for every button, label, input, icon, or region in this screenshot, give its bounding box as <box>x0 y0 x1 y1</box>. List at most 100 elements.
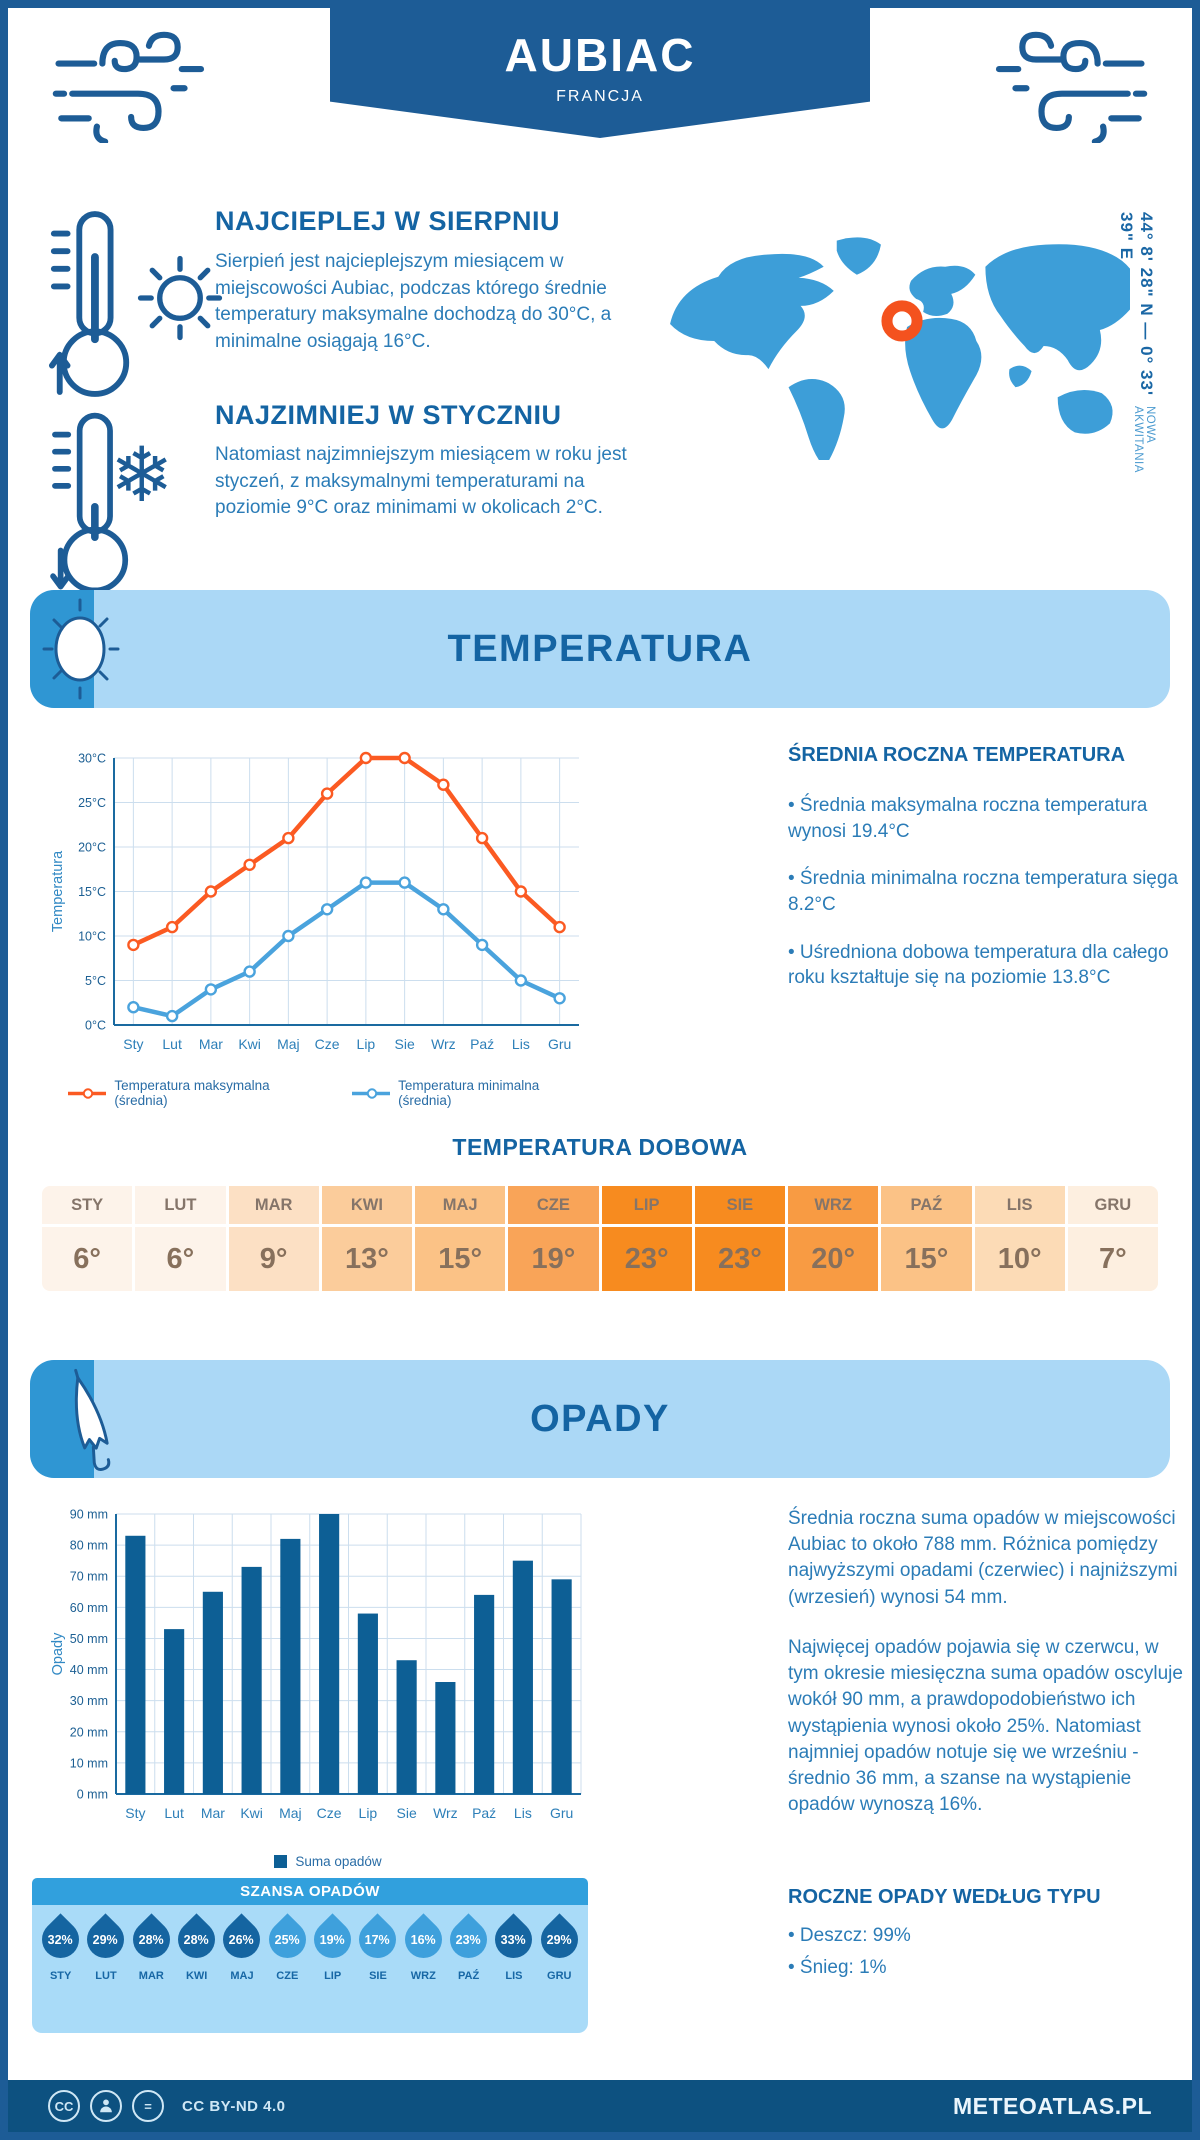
svg-text:Cze: Cze <box>317 1805 342 1821</box>
daily-temp-column: LIP 23° <box>601 1186 692 1291</box>
daily-temp-month: LIP <box>601 1186 692 1224</box>
rain-chance-month: LIP <box>324 1970 342 1982</box>
rain-chance-month: MAR <box>138 1970 164 1982</box>
raindrop-icon: 33% <box>487 1913 541 1966</box>
svg-text:Sie: Sie <box>397 1805 417 1821</box>
svg-text:Temperatura: Temperatura <box>50 850 66 932</box>
license-group: CC = CC BY-ND 4.0 <box>48 2090 286 2122</box>
rain-chance-value: 29% <box>93 1932 119 1947</box>
svg-text:Maj: Maj <box>277 1036 300 1052</box>
rain-chance-value: 28% <box>184 1932 210 1947</box>
svg-text:Lut: Lut <box>164 1805 184 1821</box>
rain-chance-value: 26% <box>229 1932 255 1947</box>
footer-bar: CC = CC BY-ND 4.0 METEOATLAS.PL <box>8 2080 1192 2132</box>
precipitation-section-title: OPADY <box>530 1397 670 1440</box>
svg-text:Opady: Opady <box>50 1632 66 1675</box>
precipitation-type-heading: ROCZNE OPADY WEDŁUG TYPU <box>788 1886 1101 1908</box>
precipitation-section-banner: OPADY <box>30 1360 1170 1478</box>
svg-text:Paź: Paź <box>472 1805 496 1821</box>
daily-temp-month: STY <box>42 1186 133 1224</box>
raindrop-icon: 32% <box>34 1913 87 1966</box>
daily-temp-value: 23° <box>694 1227 785 1291</box>
temperature-line-chart: 0°C 5°C 10°C 15°C 20°C 25°C 30°C Sty Lut Mar Kwi Ma… <box>48 738 593 1078</box>
raindrop-icon: 29% <box>79 1913 133 1966</box>
svg-text:80 mm: 80 mm <box>70 1539 108 1553</box>
rain-chance-value: 19% <box>320 1932 346 1947</box>
svg-text:50 mm: 50 mm <box>70 1632 108 1646</box>
daily-temp-column: PAŹ 15° <box>881 1186 972 1291</box>
wind-icon-left <box>52 31 205 143</box>
rain-chance-value: 17% <box>365 1932 391 1947</box>
annual-temperature-heading: ŚREDNIA ROCZNA TEMPERATURA <box>788 744 1126 766</box>
no-derivatives-icon: = <box>132 2090 164 2122</box>
svg-text:Gru: Gru <box>550 1805 573 1821</box>
coldest-text: Natomiast najzimniejszym miesiącem w rok… <box>215 444 627 519</box>
cc-icon: CC <box>48 2090 80 2122</box>
rain-chance-cell: 26% MAJ <box>215 1905 269 2033</box>
svg-text:Kwi: Kwi <box>238 1036 261 1052</box>
raindrop-icon: 23% <box>442 1913 495 1966</box>
daily-temp-column: STY 6° <box>42 1186 133 1291</box>
legend-item: Temperatura minimalna (średnia) <box>351 1078 588 1108</box>
license-label: CC BY-ND 4.0 <box>182 2097 286 2115</box>
rain-chance-cell: 23% PAŹ <box>442 1905 495 2033</box>
precipitation-chart-legend: Suma opadów <box>68 1854 588 1869</box>
svg-text:Sty: Sty <box>123 1036 143 1052</box>
page-title: AUBIAC <box>504 29 696 81</box>
svg-text:Maj: Maj <box>279 1805 302 1821</box>
header-banner: AUBIAC FRANCJA <box>330 8 870 138</box>
daily-temp-column: KWI 13° <box>321 1186 412 1291</box>
sun-banner-icon <box>42 598 120 700</box>
rain-chance-cell: 33% LIS <box>487 1905 541 2033</box>
legend-label: Temperatura maksymalna (średnia) <box>114 1078 270 1108</box>
daily-temp-month: CZE <box>508 1186 599 1224</box>
precipitation-type-rain: • Deszcz: 99% <box>788 1925 911 1946</box>
svg-text:Sty: Sty <box>125 1805 145 1821</box>
rain-chance-cell: 16% WRZ <box>397 1905 450 2033</box>
warmest-text: Sierpień jest najcieplejszym miesiącem w… <box>215 251 612 352</box>
svg-text:Lis: Lis <box>512 1036 530 1052</box>
rain-chance-value: 33% <box>501 1932 527 1947</box>
svg-text:30 mm: 30 mm <box>70 1694 108 1708</box>
daily-temp-value: 6° <box>42 1227 133 1291</box>
raindrop-icon: 16% <box>397 1913 450 1966</box>
rain-chance-month: LIS <box>505 1970 523 1982</box>
rain-chance-value: 32% <box>48 1932 74 1947</box>
rain-chance-month: STY <box>49 1970 72 1982</box>
rain-chance-value: 29% <box>546 1932 572 1947</box>
svg-text:10°C: 10°C <box>78 930 106 944</box>
svg-text:Sie: Sie <box>395 1036 415 1052</box>
daily-temp-value: 15° <box>415 1227 506 1291</box>
region-text: NOWA AKWITANIA <box>1132 405 1156 473</box>
thermometer-warm-icon <box>48 211 130 397</box>
rain-chance-month: PAŹ <box>458 1970 480 1982</box>
rain-chance-cell: 28% MAR <box>125 1905 178 2033</box>
precipitation-bar-chart: 0 mm 10 mm 20 mm 30 mm 40 mm 50 mm 60 mm 70 mm 8… <box>48 1498 593 1855</box>
location-marker <box>881 300 923 342</box>
daily-temperature-heading: TEMPERATURA DOBOWA <box>452 1134 748 1160</box>
precipitation-chance-drops: 32% STY 29% LUT 28% MAR 28% KWI 26% MAJ 25% CZE 19% L… <box>32 1905 588 2033</box>
rain-chance-month: GRU <box>547 1970 572 1982</box>
precipitation-chance-heading: SZANSA OPADÓW <box>32 1878 588 1905</box>
precipitation-type-block: ROCZNE OPADY WEDŁUG TYPU • Deszcz: 99% •… <box>788 1886 1180 2002</box>
temperature-section-title: TEMPERATURA <box>447 627 753 670</box>
sun-icon <box>137 255 223 341</box>
rain-chance-value: 23% <box>456 1932 482 1947</box>
daily-temp-column: GRU 7° <box>1067 1186 1158 1291</box>
rain-chance-month: CZE <box>276 1970 299 1982</box>
annual-temperature-block: ŚREDNIA ROCZNA TEMPERATURA • Średnia mak… <box>788 744 1180 1013</box>
world-map <box>670 237 1130 460</box>
legend-item: Temperatura maksymalna (średnia) <box>68 1078 318 1108</box>
site-name: METEOATLAS.PL <box>952 2092 1152 2119</box>
raindrop-icon: 25% <box>261 1913 314 1966</box>
svg-text:15°C: 15°C <box>78 885 106 899</box>
svg-text:Gru: Gru <box>548 1036 571 1052</box>
raindrop-icon: 29% <box>533 1913 586 1966</box>
precipitation-chance-panel: SZANSA OPADÓW 32% STY 29% LUT 28% MAR 28% KWI 26… <box>32 1878 588 2033</box>
page-subtitle: FRANCJA <box>556 88 644 105</box>
daily-temperature-table: STY 6° LUT 6° MAR 9° KWI 13° MAJ 15° CZE 19° LIP 23° S… <box>42 1186 1158 1291</box>
daily-temp-column: CZE 19° <box>508 1186 599 1291</box>
svg-text:20 mm: 20 mm <box>70 1725 108 1739</box>
legend-marker <box>68 1087 107 1099</box>
rain-chance-cell: 28% KWI <box>170 1905 223 2033</box>
